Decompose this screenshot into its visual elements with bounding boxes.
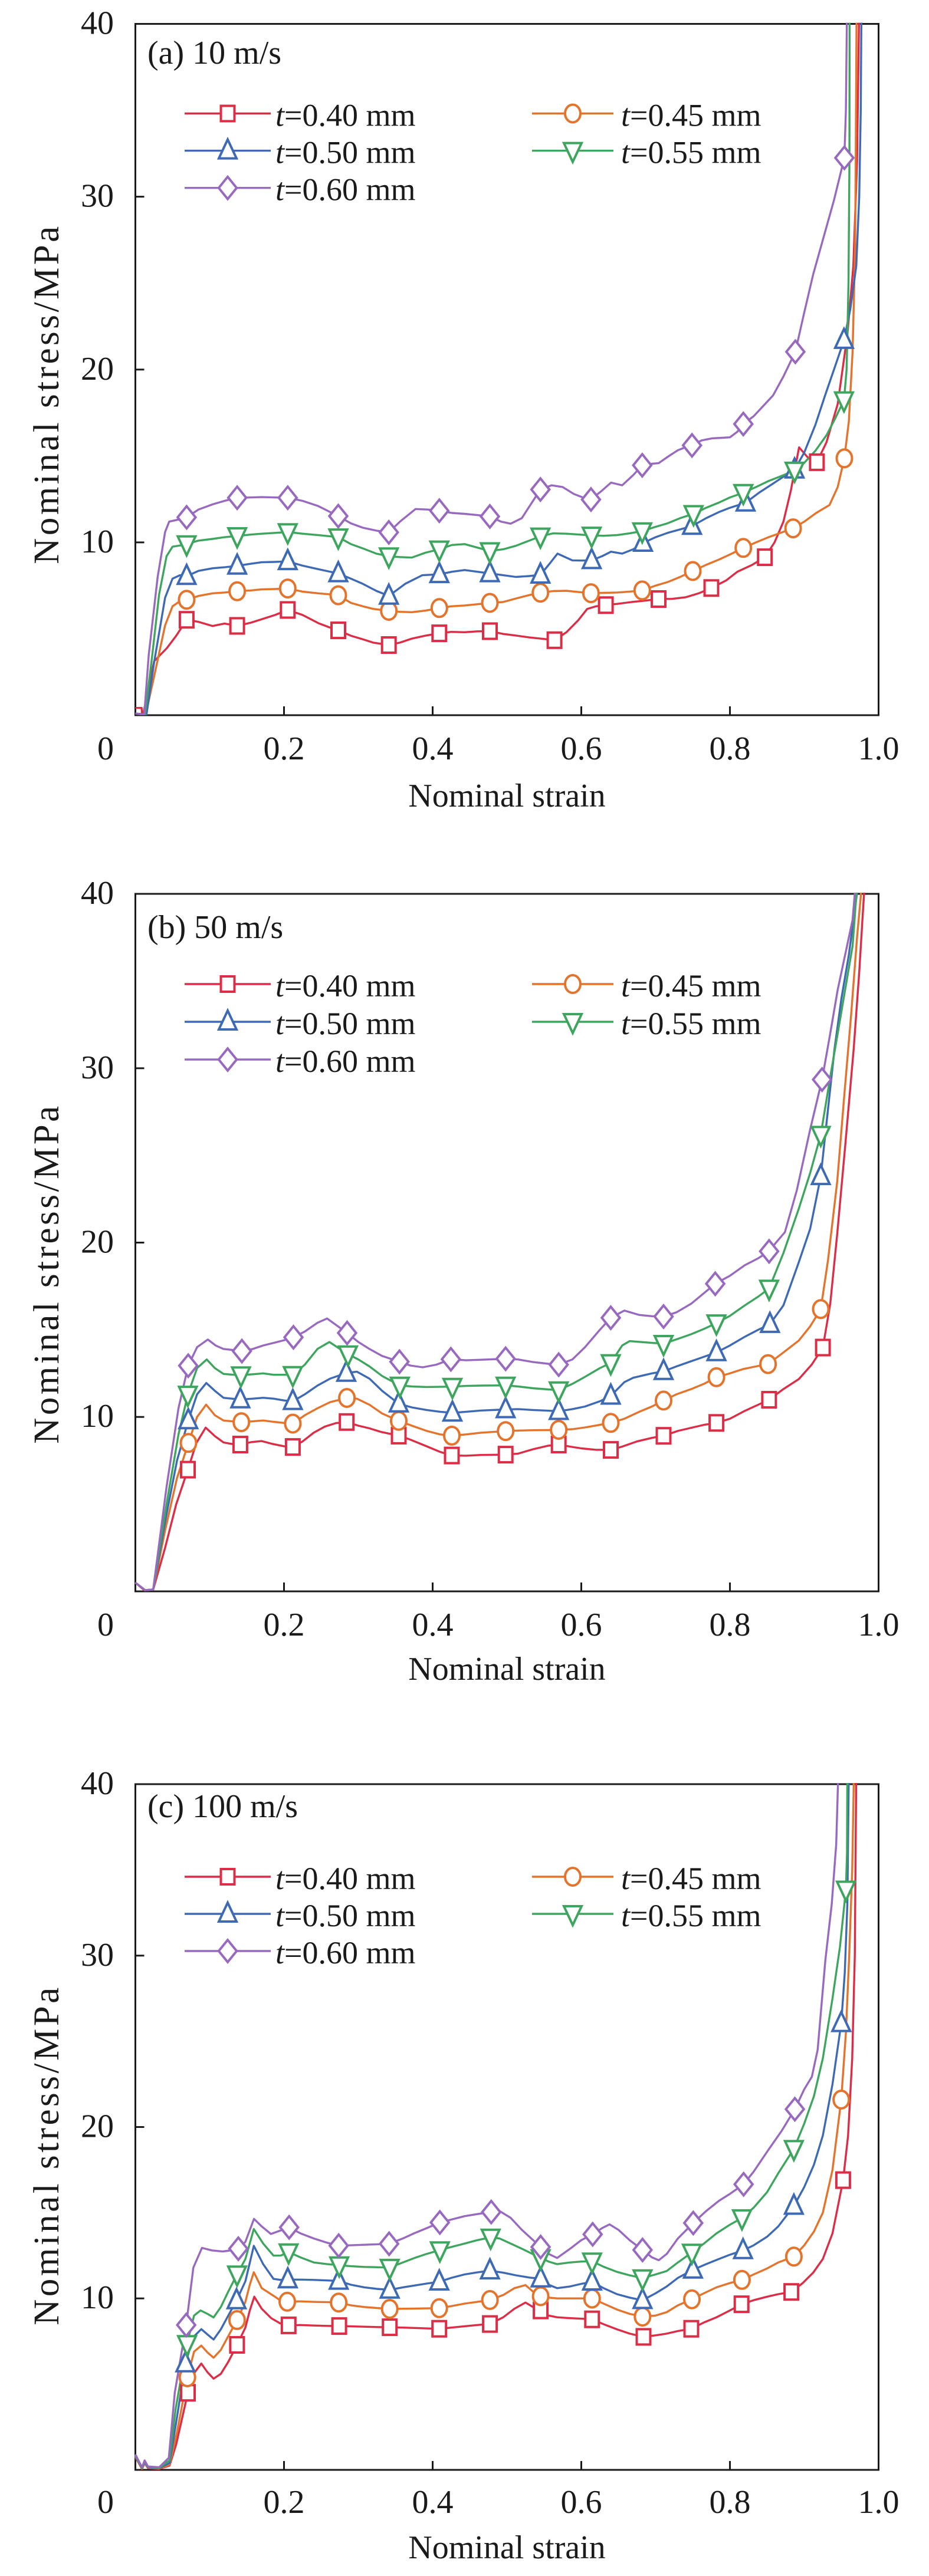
svg-text:0.8: 0.8	[710, 1607, 751, 1643]
svg-text:Nominal stress/MPa: Nominal stress/MPa	[27, 1103, 67, 1443]
svg-text:t=0.40 mm: t=0.40 mm	[275, 1861, 415, 1896]
svg-text:t=0.55 mm: t=0.55 mm	[621, 1898, 761, 1933]
svg-text:t=0.45 mm: t=0.45 mm	[621, 98, 761, 133]
svg-text:Nominal strain: Nominal strain	[408, 778, 605, 814]
svg-text:20: 20	[81, 1224, 114, 1261]
svg-text:0.2: 0.2	[264, 2484, 305, 2521]
svg-text:0: 0	[97, 731, 114, 767]
svg-text:10: 10	[81, 2279, 114, 2316]
svg-text:10: 10	[81, 524, 114, 560]
svg-text:t=0.40 mm: t=0.40 mm	[275, 968, 415, 1004]
svg-text:40: 40	[81, 1765, 114, 1802]
svg-text:t=0.45 mm: t=0.45 mm	[621, 1861, 761, 1896]
svg-text:20: 20	[81, 2108, 114, 2145]
svg-text:40: 40	[81, 5, 114, 42]
svg-text:Nominal stress/MPa: Nominal stress/MPa	[27, 223, 67, 564]
svg-text:t=0.55 mm: t=0.55 mm	[621, 135, 761, 170]
svg-text:Nominal strain: Nominal strain	[408, 1651, 605, 1687]
svg-text:0.8: 0.8	[710, 2484, 751, 2521]
svg-text:20: 20	[81, 351, 114, 387]
svg-text:(c) 100 m/s: (c) 100 m/s	[147, 1788, 298, 1825]
svg-text:30: 30	[81, 1050, 114, 1086]
svg-text:(a) 10 m/s: (a) 10 m/s	[147, 35, 281, 71]
svg-text:t=0.40 mm: t=0.40 mm	[275, 98, 415, 133]
svg-text:0.6: 0.6	[561, 1607, 602, 1643]
svg-text:1.0: 1.0	[858, 2484, 900, 2521]
svg-text:0.2: 0.2	[264, 1607, 305, 1643]
svg-text:t=0.60 mm: t=0.60 mm	[275, 172, 415, 208]
svg-text:Nominal stress/MPa: Nominal stress/MPa	[27, 1985, 67, 2325]
svg-text:0.8: 0.8	[710, 731, 751, 767]
svg-text:0.4: 0.4	[412, 1607, 454, 1643]
svg-text:t=0.50 mm: t=0.50 mm	[275, 1006, 415, 1041]
svg-text:30: 30	[81, 178, 114, 215]
svg-text:1.0: 1.0	[858, 1607, 900, 1643]
svg-text:Nominal strain: Nominal strain	[408, 2529, 605, 2566]
svg-text:40: 40	[81, 875, 114, 912]
svg-text:t=0.50 mm: t=0.50 mm	[275, 1898, 415, 1933]
svg-text:t=0.45 mm: t=0.45 mm	[621, 968, 761, 1004]
svg-text:(b) 50 m/s: (b) 50 m/s	[147, 909, 283, 946]
svg-text:t=0.60 mm: t=0.60 mm	[275, 1044, 415, 1079]
svg-text:t=0.50 mm: t=0.50 mm	[275, 135, 415, 170]
svg-text:t=0.55 mm: t=0.55 mm	[621, 1006, 761, 1041]
svg-text:0: 0	[97, 1607, 114, 1643]
svg-text:0.4: 0.4	[412, 731, 454, 767]
svg-text:0.6: 0.6	[561, 2484, 602, 2521]
svg-text:1.0: 1.0	[858, 731, 900, 767]
svg-text:30: 30	[81, 1937, 114, 1973]
svg-text:0.2: 0.2	[264, 731, 305, 767]
svg-text:0: 0	[97, 2484, 114, 2521]
svg-text:10: 10	[81, 1398, 114, 1435]
svg-text:0.6: 0.6	[561, 731, 602, 767]
svg-text:0.4: 0.4	[412, 2484, 454, 2521]
svg-text:t=0.60 mm: t=0.60 mm	[275, 1935, 415, 1970]
